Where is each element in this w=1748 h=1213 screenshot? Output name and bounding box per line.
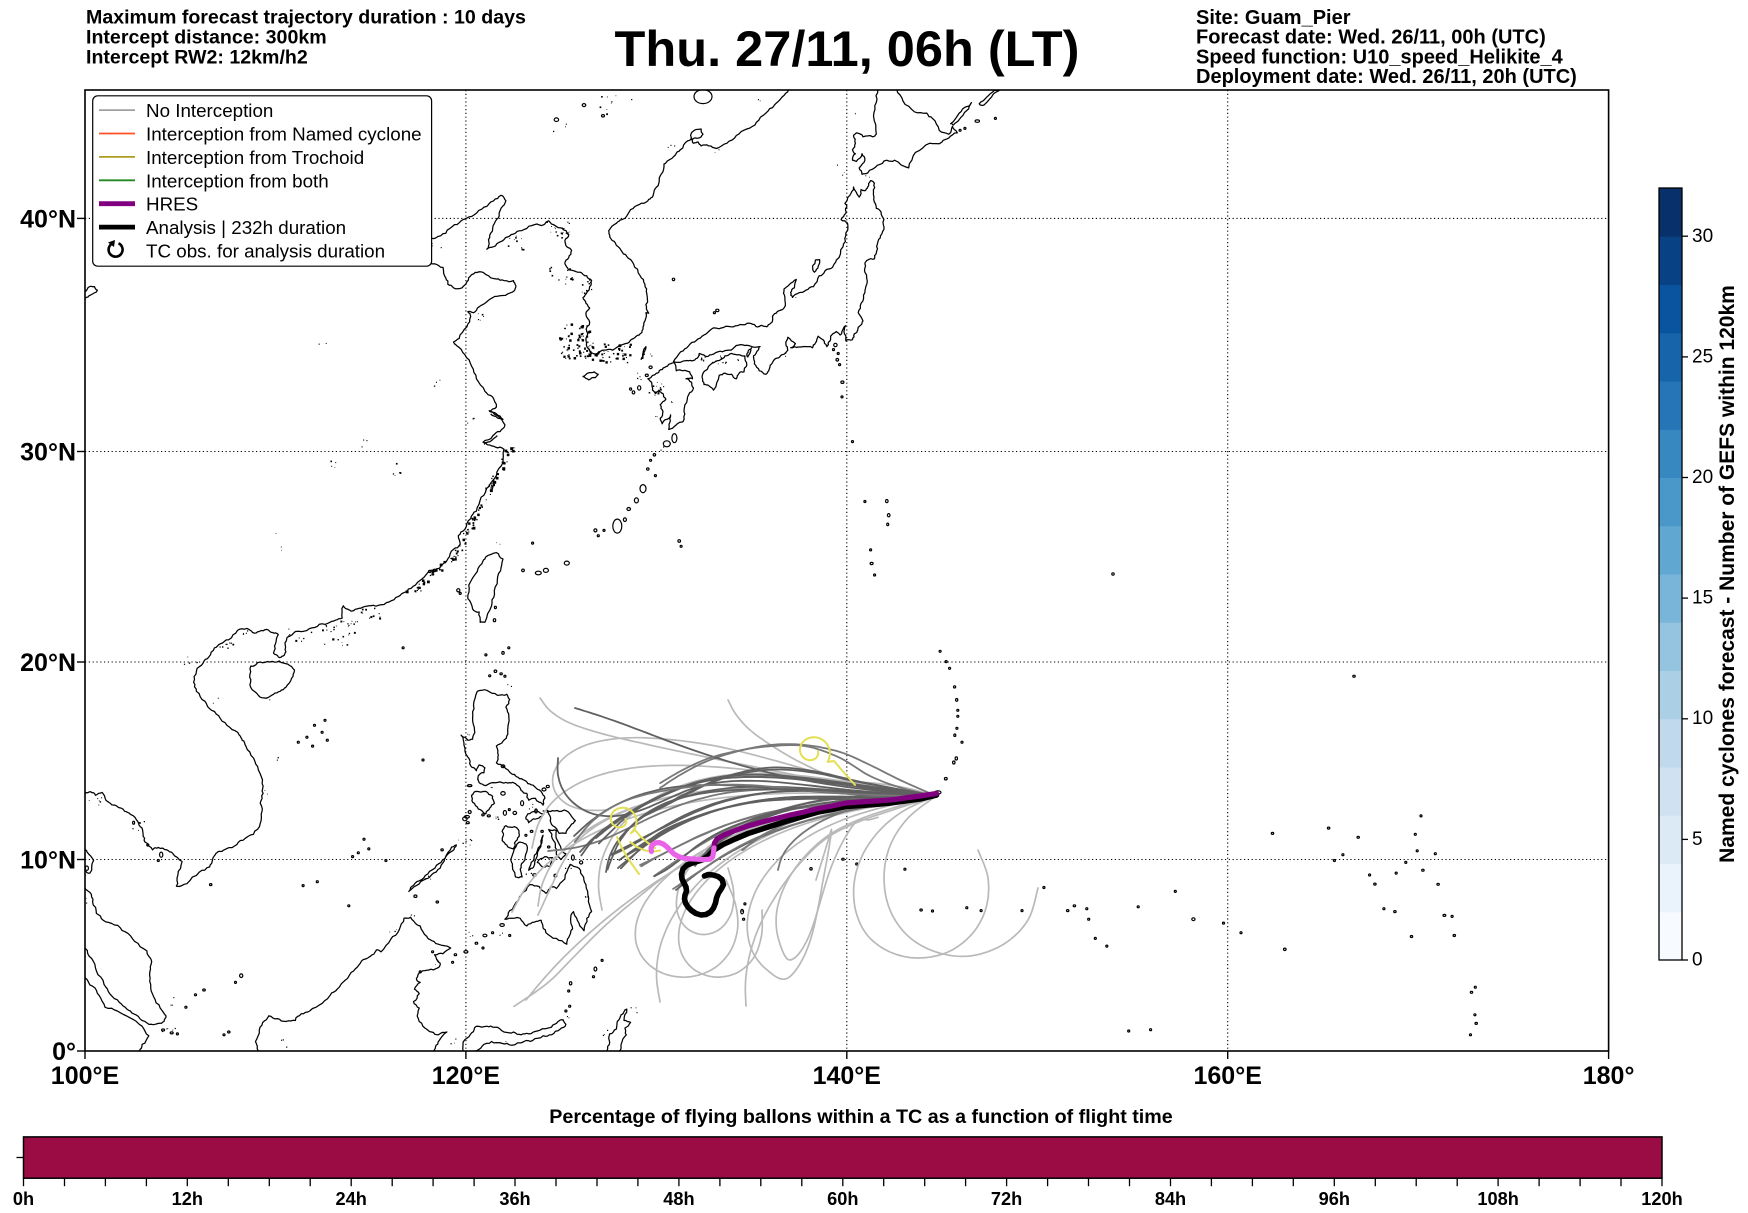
svg-text:96h: 96h bbox=[1319, 1189, 1350, 1209]
svg-text:0: 0 bbox=[1692, 950, 1703, 971]
svg-text:Deployment date: Wed. 26/11, 2: Deployment date: Wed. 26/11, 20h (UTC) bbox=[1196, 66, 1577, 88]
svg-text:TC obs. for analysis duration: TC obs. for analysis duration bbox=[146, 241, 385, 262]
svg-text:20: 20 bbox=[1692, 467, 1713, 488]
svg-text:108h: 108h bbox=[1477, 1189, 1518, 1209]
svg-text:Intercept distance: 300km: Intercept distance: 300km bbox=[86, 27, 327, 49]
svg-text:10°N: 10°N bbox=[20, 847, 76, 875]
svg-text:72h: 72h bbox=[991, 1189, 1022, 1209]
svg-text:Intercept RW2: 12km/h2: Intercept RW2: 12km/h2 bbox=[86, 47, 308, 69]
svg-text:160°E: 160°E bbox=[1194, 1062, 1262, 1090]
svg-text:0h: 0h bbox=[13, 1189, 34, 1209]
svg-text:Interception from Named cyclon: Interception from Named cyclone bbox=[146, 124, 422, 145]
svg-text:Analysis | 232h duration: Analysis | 232h duration bbox=[146, 217, 346, 238]
svg-text:140°E: 140°E bbox=[813, 1062, 881, 1090]
svg-text:10: 10 bbox=[1692, 708, 1713, 729]
svg-text:30°N: 30°N bbox=[20, 439, 76, 467]
svg-text:No Interception: No Interception bbox=[146, 100, 273, 121]
svg-text:Thu. 27/11, 06h (LT): Thu. 27/11, 06h (LT) bbox=[615, 20, 1080, 77]
svg-text:0°: 0° bbox=[52, 1038, 76, 1066]
svg-text:180°: 180° bbox=[1583, 1062, 1635, 1090]
svg-text:120°E: 120°E bbox=[432, 1062, 500, 1090]
svg-text:Percentage of flying ballons w: Percentage of flying ballons within a TC… bbox=[549, 1106, 1173, 1128]
svg-text:Site: Guam_Pier: Site: Guam_Pier bbox=[1196, 7, 1351, 29]
svg-text:30: 30 bbox=[1692, 226, 1713, 247]
svg-text:24h: 24h bbox=[336, 1189, 367, 1209]
svg-text:12h: 12h bbox=[172, 1189, 203, 1209]
svg-text:40°N: 40°N bbox=[20, 205, 76, 233]
svg-text:Interception from both: Interception from both bbox=[146, 170, 329, 191]
svg-text:120h: 120h bbox=[1641, 1189, 1682, 1209]
svg-text:48h: 48h bbox=[663, 1189, 694, 1209]
svg-text:100°E: 100°E bbox=[51, 1062, 119, 1090]
svg-text:Speed function: U10_speed_Heli: Speed function: U10_speed_Helikite_4 bbox=[1196, 46, 1564, 68]
svg-text:15: 15 bbox=[1692, 588, 1713, 609]
svg-text:Interception from Trochoid: Interception from Trochoid bbox=[146, 147, 364, 168]
svg-text:HRES: HRES bbox=[146, 194, 198, 215]
svg-text:Maximum forecast trajectory du: Maximum forecast trajectory duration : 1… bbox=[86, 7, 526, 29]
svg-text:25: 25 bbox=[1692, 346, 1713, 367]
svg-text:20°N: 20°N bbox=[20, 649, 76, 677]
svg-text:36h: 36h bbox=[499, 1189, 530, 1209]
svg-text:Forecast date: Wed. 26/11, 00h: Forecast date: Wed. 26/11, 00h (UTC) bbox=[1196, 27, 1546, 49]
svg-text:5: 5 bbox=[1692, 829, 1703, 850]
svg-text:84h: 84h bbox=[1155, 1189, 1186, 1209]
svg-text:Named cyclones forecast - Numb: Named cyclones forecast - Number of GEFS… bbox=[1716, 285, 1739, 863]
svg-text:60h: 60h bbox=[827, 1189, 858, 1209]
